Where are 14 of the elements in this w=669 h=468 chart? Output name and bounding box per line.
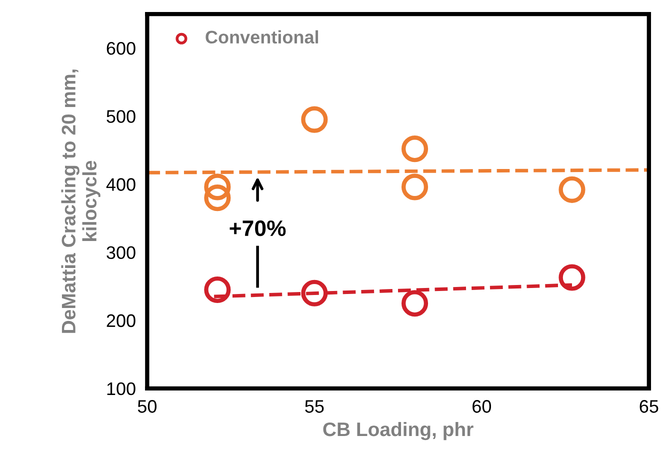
y-tick-label: 600 <box>106 42 136 55</box>
y-tick-label: 200 <box>106 314 136 328</box>
x-tick-label: 50 <box>138 400 157 413</box>
x-axis-title: CB Loading, phr <box>323 422 474 440</box>
x-tick-label: 65 <box>640 400 658 413</box>
y-tick-label: 500 <box>106 110 136 123</box>
y-tick-label: 300 <box>106 246 136 260</box>
legend-label: Conventional <box>206 30 318 44</box>
y-tick-label: 400 <box>106 178 136 191</box>
annotation: +70% <box>230 220 286 236</box>
x-tick-label: 55 <box>305 400 324 413</box>
x-tick-label: 60 <box>472 400 492 413</box>
y-tick-label: 100 <box>107 382 136 396</box>
y-axis-title: DeMattia Cracking to 20 mm, kilocycle <box>61 70 100 333</box>
